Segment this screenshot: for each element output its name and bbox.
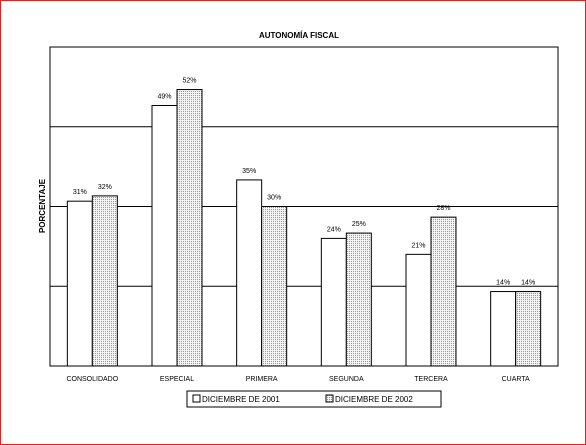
gridlines bbox=[50, 46, 558, 287]
data-label: 21% bbox=[411, 242, 425, 249]
bar-2002 bbox=[345, 232, 372, 367]
bars-group: 31% 32% 49% 52% 35% 30% 24% 25% 21% 28% 14% 14% bbox=[66, 78, 542, 367]
bar-2002 bbox=[176, 89, 203, 367]
x-tick-label: TERCERA bbox=[414, 376, 448, 383]
data-label: 30% bbox=[267, 195, 281, 202]
x-tick-label: CUARTA bbox=[502, 376, 530, 383]
legend-box bbox=[186, 390, 442, 408]
y-axis-label: PORCENTAJE bbox=[38, 178, 47, 233]
bar-2001 bbox=[320, 237, 347, 367]
x-tick-label: SEGUNDA bbox=[329, 376, 364, 383]
bar-2001 bbox=[405, 253, 432, 367]
legend: DICIEMBRE DE 2001 DICIEMBRE DE 2002 bbox=[186, 390, 442, 408]
x-tick-label: PRIMERA bbox=[246, 376, 278, 383]
data-label: 25% bbox=[352, 221, 366, 228]
bar-2002 bbox=[91, 195, 118, 367]
bar-2002 bbox=[515, 291, 542, 367]
chart-title: AUTONOMÍA FISCAL bbox=[259, 31, 339, 40]
legend-label-2002: DICIEMBRE DE 2002 bbox=[335, 395, 413, 404]
data-label: 52% bbox=[182, 78, 196, 85]
data-label: 14% bbox=[496, 280, 510, 287]
data-label: 31% bbox=[73, 189, 87, 196]
bar-2001 bbox=[66, 200, 93, 367]
data-label: 14% bbox=[521, 280, 535, 287]
legend-label-2001: DICIEMBRE DE 2001 bbox=[202, 395, 280, 404]
legend-swatch-2001 bbox=[192, 394, 201, 403]
data-label: 32% bbox=[98, 184, 112, 191]
bar-2001 bbox=[236, 179, 263, 367]
data-label: 24% bbox=[327, 226, 341, 233]
data-label: 28% bbox=[436, 205, 450, 212]
x-tick-label: ESPECIAL bbox=[160, 376, 194, 383]
bar-2001 bbox=[490, 291, 517, 367]
x-tick-label: CONSOLIDADO bbox=[66, 376, 118, 383]
data-label: 35% bbox=[242, 168, 256, 175]
bar-2001 bbox=[151, 104, 178, 367]
legend-swatch-2002 bbox=[325, 394, 334, 403]
data-label: 49% bbox=[157, 93, 171, 100]
x-tick-labels: CONSOLIDADO ESPECIAL PRIMERA SEGUNDA TERCERA… bbox=[66, 376, 530, 383]
bar-2002 bbox=[261, 206, 288, 367]
bar-2002 bbox=[430, 216, 457, 367]
